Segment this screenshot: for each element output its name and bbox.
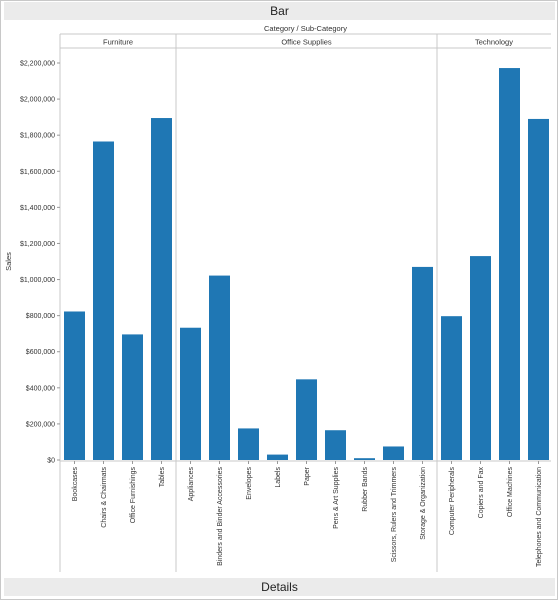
- y-tick-label: $1,800,000: [20, 133, 55, 140]
- bar: [180, 327, 201, 460]
- y-tick-label: $1,600,000: [20, 169, 55, 176]
- x-tick-label: Paper: [304, 466, 311, 485]
- bar: [296, 379, 317, 460]
- x-tick-label: Office Furnishings: [130, 467, 137, 524]
- x-tick-label: Tables: [159, 467, 166, 488]
- y-tick-label: $400,000: [26, 385, 55, 392]
- x-tick-label: Chairs & Chairmats: [101, 467, 108, 528]
- bar: [151, 118, 172, 460]
- bar: [499, 68, 520, 460]
- x-tick-label: Storage & Organization: [420, 467, 427, 540]
- group-header-label: Furniture: [103, 38, 133, 47]
- bar: [267, 454, 288, 460]
- bar: [93, 141, 114, 460]
- x-tick-label: Envelopes: [246, 467, 253, 500]
- group-header-label: Office Supplies: [281, 38, 332, 47]
- x-tick-label: Scissors, Rulers and Trimmers: [391, 467, 398, 563]
- x-tick-label: Appliances: [188, 467, 195, 502]
- y-tick-label: $600,000: [26, 349, 55, 356]
- y-tick-label: $1,200,000: [20, 241, 55, 248]
- x-tick-label: Rubber Bands: [362, 467, 369, 512]
- details-title: Details: [261, 580, 298, 594]
- bar: [122, 334, 143, 460]
- bar: [383, 446, 404, 460]
- y-tick-label: $2,200,000: [20, 61, 55, 68]
- column-header-label: Category / Sub-Category: [264, 24, 347, 33]
- bar: [412, 266, 433, 460]
- x-tick-label: Computer Peripherals: [449, 467, 456, 536]
- x-tick-label: Office Machines: [507, 467, 514, 518]
- y-axis-title: Sales: [4, 252, 13, 271]
- bar: [64, 311, 85, 460]
- y-tick-label: $1,000,000: [20, 277, 55, 284]
- bar: [441, 316, 462, 460]
- bar-title: Bar: [270, 4, 289, 18]
- bar-header: Bar: [4, 2, 555, 20]
- bar: [209, 275, 230, 460]
- bar: [354, 458, 375, 460]
- y-tick-label: $800,000: [26, 313, 55, 320]
- x-tick-label: Bookcases: [72, 467, 79, 502]
- bar: [238, 428, 259, 460]
- bar: [528, 118, 549, 460]
- y-tick-label: $1,400,000: [20, 205, 55, 212]
- x-tick-label: Telephones and Communication: [536, 467, 543, 567]
- bar: [470, 256, 491, 460]
- details-footer[interactable]: Details: [4, 578, 555, 596]
- x-tick-label: Pens & Art Supplies: [333, 467, 340, 529]
- x-tick-label: Copiers and Fax: [478, 467, 485, 519]
- x-tick-label: Labels: [275, 467, 282, 488]
- y-tick-label: $0: [47, 458, 55, 465]
- y-tick-label: $200,000: [26, 421, 55, 428]
- y-tick-label: $2,000,000: [20, 97, 55, 104]
- x-tick-label: Binders and Binder Accessories: [217, 467, 224, 566]
- bar: [325, 430, 346, 460]
- group-header-label: Technology: [475, 38, 513, 47]
